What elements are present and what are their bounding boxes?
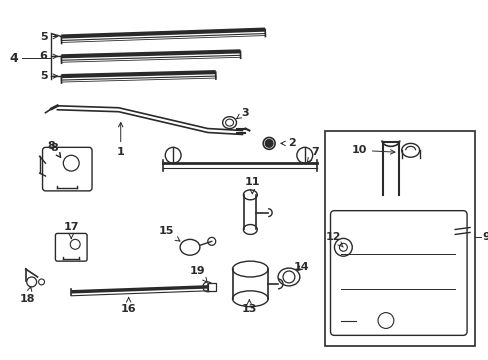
- Text: 1: 1: [117, 122, 124, 157]
- FancyBboxPatch shape: [55, 233, 87, 261]
- Text: 11: 11: [244, 177, 260, 194]
- Text: 19: 19: [190, 266, 207, 282]
- Bar: [207, 283, 215, 291]
- Circle shape: [264, 139, 273, 147]
- Text: 5: 5: [40, 32, 58, 41]
- Text: 13: 13: [241, 300, 257, 314]
- Text: 6: 6: [40, 51, 58, 61]
- FancyBboxPatch shape: [330, 211, 466, 336]
- Text: 17: 17: [63, 222, 79, 238]
- Text: 18: 18: [20, 287, 36, 304]
- Text: 7: 7: [306, 147, 318, 162]
- Text: 10: 10: [351, 145, 394, 155]
- Text: 9: 9: [481, 233, 488, 242]
- Text: 3: 3: [236, 108, 249, 119]
- Text: 2: 2: [281, 138, 295, 148]
- Text: 12: 12: [325, 233, 343, 247]
- Text: 14: 14: [293, 262, 309, 272]
- Text: 16: 16: [121, 298, 136, 314]
- Text: 8: 8: [47, 141, 61, 157]
- Text: 5: 5: [40, 71, 58, 81]
- FancyBboxPatch shape: [42, 147, 92, 191]
- Text: 4: 4: [9, 52, 18, 65]
- Text: 15: 15: [158, 226, 180, 241]
- Text: 8: 8: [50, 143, 61, 157]
- Bar: [324, 131, 474, 346]
